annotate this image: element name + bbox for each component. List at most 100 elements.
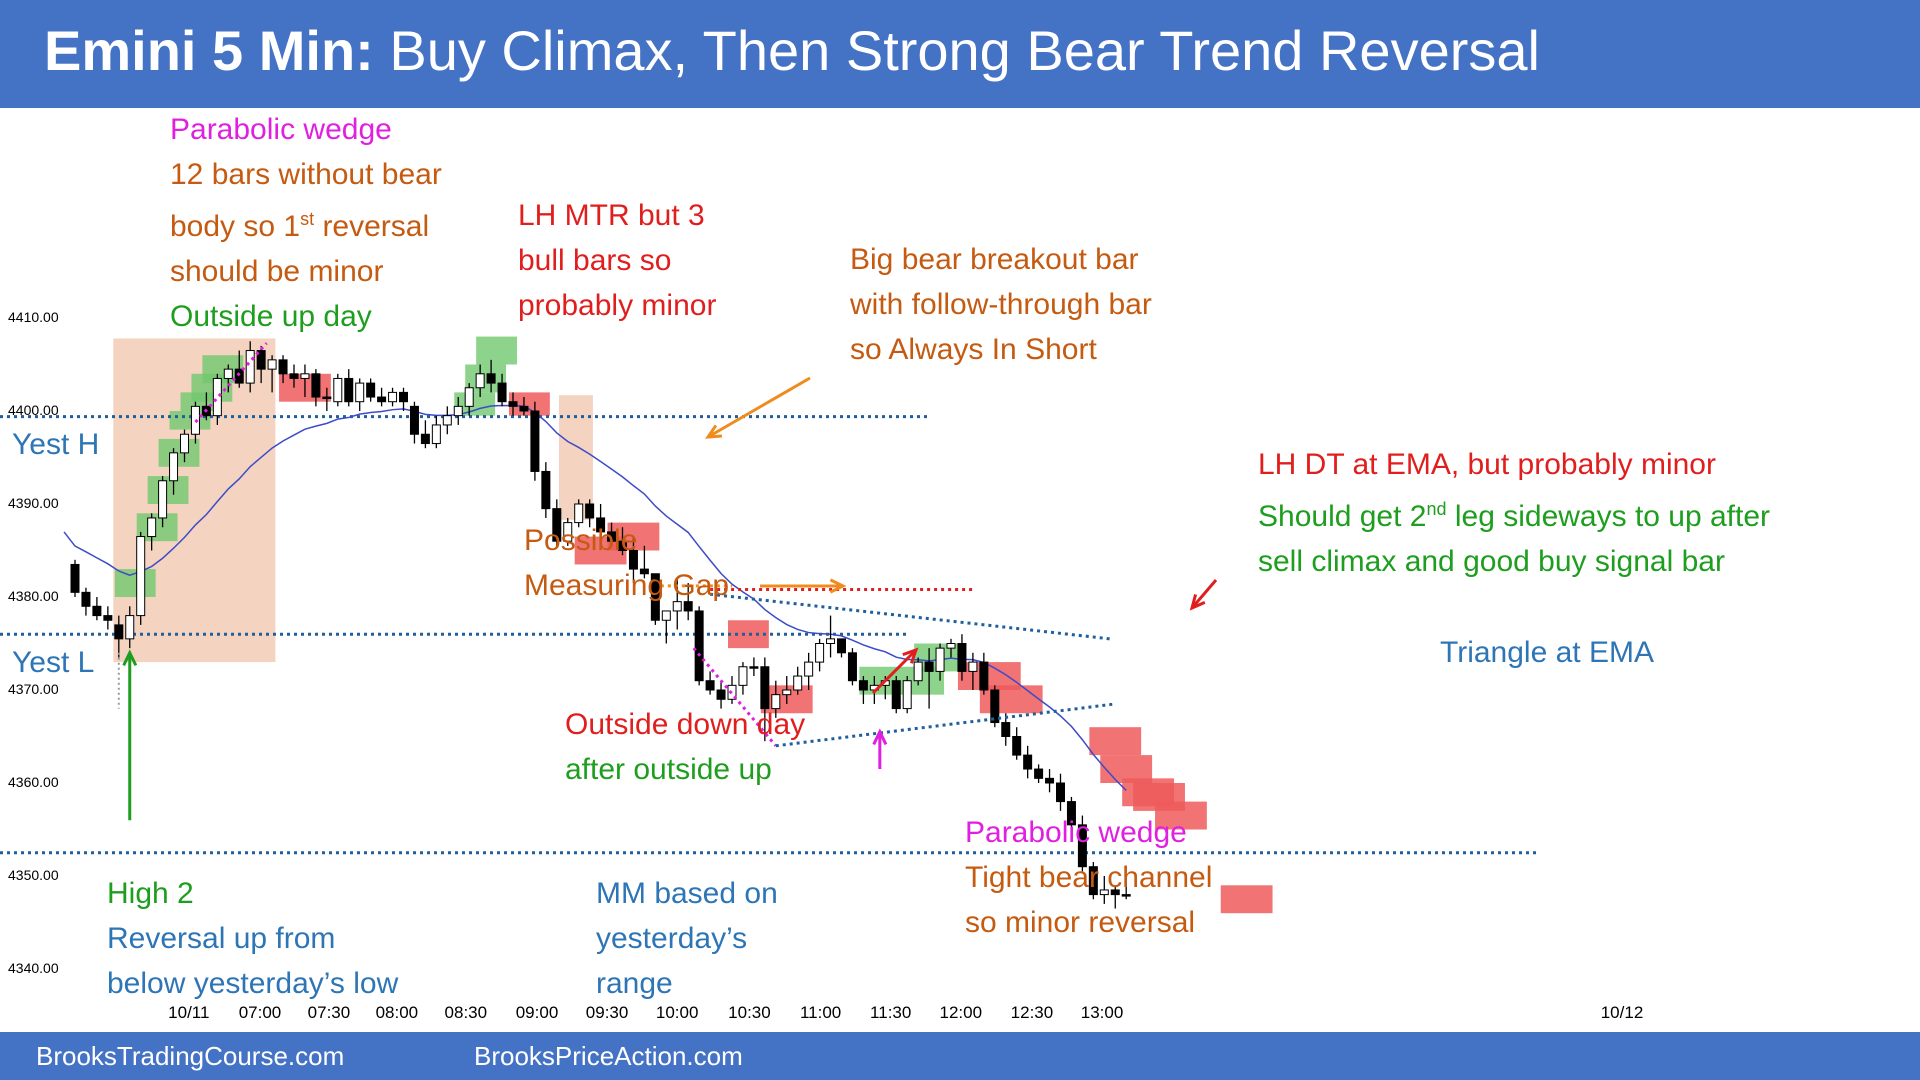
candle [957,634,967,681]
parabolic-bottom-line [692,647,777,747]
candle [683,583,693,621]
ann-line: bull bars so [518,244,672,277]
title-bold: Emini 5 Min: [44,19,374,82]
bull-candle-body [355,382,365,403]
bull-signal-box [158,438,200,467]
ann-line: so minor reversal [965,906,1196,939]
x-tick-label: 12:30 [1010,1003,1054,1022]
candle [256,345,266,384]
bull-candle-body [212,377,222,417]
ann-line: Big bear breakout bar [850,243,1139,276]
candle [858,676,868,704]
bull-signal-box [476,336,517,365]
candle [661,610,671,644]
candle [771,680,781,718]
ann-line: Outside down day [565,708,806,741]
candle [519,397,529,416]
candle [333,373,343,407]
candle [114,615,124,658]
bull-candle-body [782,689,792,696]
ema-layer [63,404,1127,791]
arrow-head [122,649,138,667]
arrow-head [872,728,888,746]
bull-candle-body [169,452,179,482]
y-tick-label: 4400.00 [8,402,59,418]
bull-candle-body [136,536,146,617]
bear-signal-box [509,392,550,416]
bull-candle-body [913,661,923,682]
ann-line: Should get 2nd leg sideways to up after [1258,487,1770,539]
high2-arrow [122,649,138,821]
arrow-head [829,578,847,594]
candle [497,373,507,407]
candle [245,341,255,393]
candle [815,638,825,672]
candle [399,387,408,411]
annotation-mm: MM based on yesterday’s range [596,871,778,1006]
arrow-head [705,424,723,439]
ann-line: probably minor [518,289,717,322]
bull-candle-body [442,415,452,426]
yest-low-label: Yest L [12,646,95,679]
bear-candle-body [596,517,606,533]
ann-line: Outside up day [170,300,372,333]
bear-signal-box [1220,885,1273,914]
bull-candle-body [147,517,157,538]
x-tick-label: 10:00 [655,1003,699,1022]
annotation-measuring-gap: Possible Measuring Gap [524,518,729,608]
footer-right-link[interactable]: BrooksPriceAction.com [474,1041,743,1071]
y-tick-label: 4380.00 [8,588,59,604]
candle [804,652,814,690]
bear-candle-body [716,689,726,700]
bear-candle-body [1066,801,1076,826]
bear-signal-box [728,620,769,649]
bear-candle-body [1121,894,1131,897]
candle [727,676,737,704]
bear-candle-body [322,396,332,400]
bull-candle-body [738,666,748,686]
x-tick-label: 09:00 [515,1003,559,1022]
bear-candle-body [497,382,507,403]
candle [749,657,759,677]
bull-candle-body [672,601,682,612]
ann-line: Reversal up from [107,922,336,955]
candle [475,364,485,398]
bear-candle-body [256,350,266,370]
bear-candle-body [508,401,518,407]
bull-candle-body [826,638,836,644]
bear-candle-body [81,591,91,607]
candle [267,355,277,393]
bear-candle-body [519,405,529,412]
ann-line: Possible [524,524,638,557]
candle [628,536,638,584]
candle [70,559,80,597]
yest-high-label: Yest H [12,428,100,461]
x-tick-label: 09:30 [585,1003,629,1022]
ann-text: reversal [314,210,430,243]
candle [716,680,726,709]
footer-left-link[interactable]: BrooksTradingCourse.com [36,1041,345,1071]
candle [508,392,518,416]
bear-candle-body [289,373,299,379]
arrow-head [902,647,919,664]
title-bar: Emini 5 Min: Buy Climax, Then Strong Bea… [0,0,1920,108]
candle [431,415,441,449]
arrow-shaft [1190,579,1218,609]
candles-layer [70,341,1131,909]
x-tick-label: 08:00 [375,1003,419,1022]
bear-candle-body [366,382,376,398]
candle [891,676,901,714]
candle [355,378,365,411]
bear-candle-body [924,661,934,672]
ann-line: Parabolic wedge [965,816,1187,849]
x-tick-label: 08:30 [444,1003,488,1022]
candle [530,401,540,481]
x-tick-label: 10/12 [1600,1003,1644,1022]
bear-candle-body [891,680,901,710]
ann-line: Parabolic wedge [170,113,392,146]
ann-line: Measuring Gap [524,569,730,602]
bear-candle-body [234,368,244,384]
candle [782,676,792,704]
annotation-parabolic-top: Parabolic wedge 12 bars without bear bod… [170,107,442,339]
